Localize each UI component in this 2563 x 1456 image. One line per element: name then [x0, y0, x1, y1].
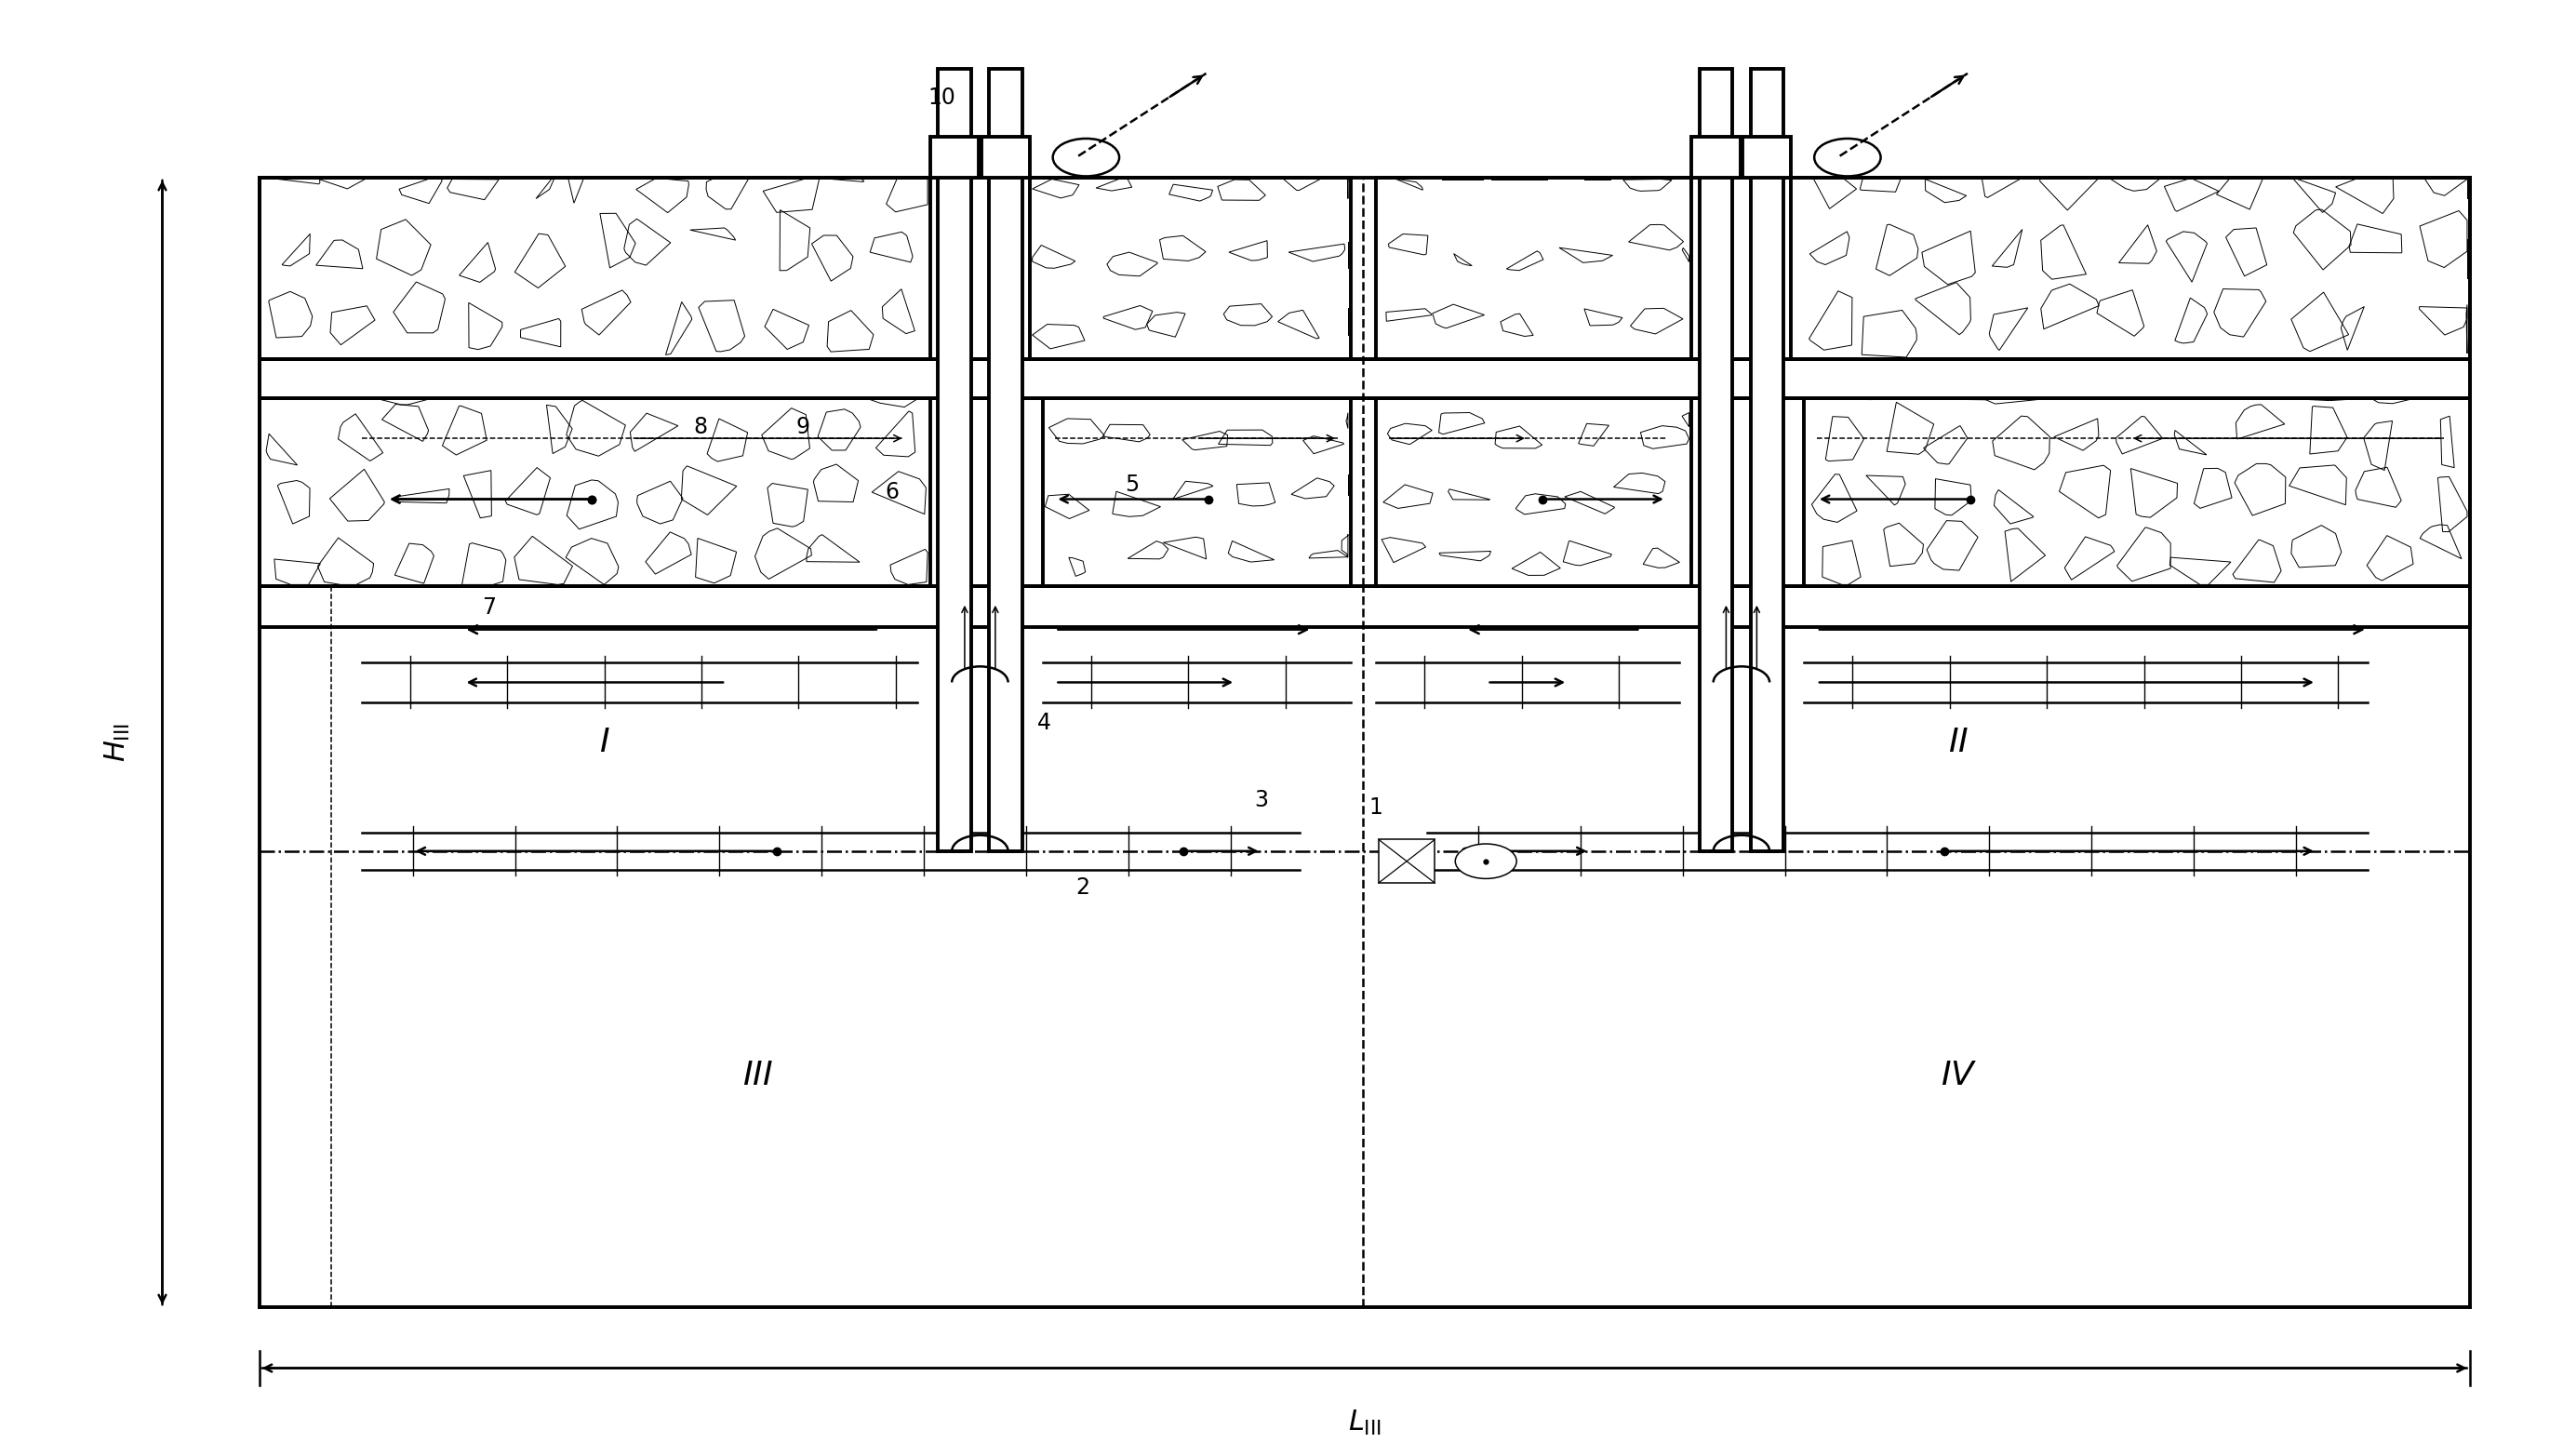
Text: 7: 7 — [482, 597, 497, 619]
Text: $H_{\rm III}$: $H_{\rm III}$ — [103, 724, 131, 761]
Polygon shape — [989, 68, 1023, 852]
Text: 1: 1 — [1369, 796, 1384, 818]
Circle shape — [1456, 844, 1517, 878]
Circle shape — [1053, 138, 1120, 176]
Text: 6: 6 — [884, 480, 900, 504]
Polygon shape — [259, 587, 2471, 626]
Text: 4: 4 — [1038, 712, 1051, 734]
Circle shape — [1815, 138, 1881, 176]
Polygon shape — [1792, 178, 2471, 358]
Polygon shape — [1699, 68, 1733, 852]
Polygon shape — [1379, 840, 1435, 882]
Polygon shape — [1376, 397, 1692, 587]
Polygon shape — [259, 178, 930, 358]
Text: 8: 8 — [692, 415, 707, 438]
Polygon shape — [259, 397, 2471, 587]
Text: $II$: $II$ — [1948, 727, 1968, 759]
Text: 9: 9 — [795, 415, 810, 438]
Polygon shape — [1043, 397, 1351, 587]
Polygon shape — [1376, 178, 1692, 358]
Text: 3: 3 — [1253, 789, 1269, 811]
Text: $I$: $I$ — [600, 727, 610, 759]
Polygon shape — [1751, 68, 1784, 852]
Polygon shape — [1804, 397, 2471, 587]
Text: 10: 10 — [928, 87, 956, 109]
Text: 5: 5 — [1125, 473, 1138, 496]
Text: $III$: $III$ — [743, 1060, 774, 1092]
Polygon shape — [982, 137, 1030, 178]
Polygon shape — [1692, 137, 1740, 178]
Polygon shape — [938, 68, 971, 852]
Polygon shape — [1743, 137, 1792, 178]
Text: $IV$: $IV$ — [1940, 1060, 1976, 1092]
Polygon shape — [930, 137, 979, 178]
Text: 2: 2 — [1076, 877, 1089, 898]
Text: $L_{\rm III}$: $L_{\rm III}$ — [1348, 1408, 1381, 1437]
Polygon shape — [1030, 178, 1351, 358]
Polygon shape — [259, 358, 2471, 397]
Polygon shape — [259, 397, 930, 587]
